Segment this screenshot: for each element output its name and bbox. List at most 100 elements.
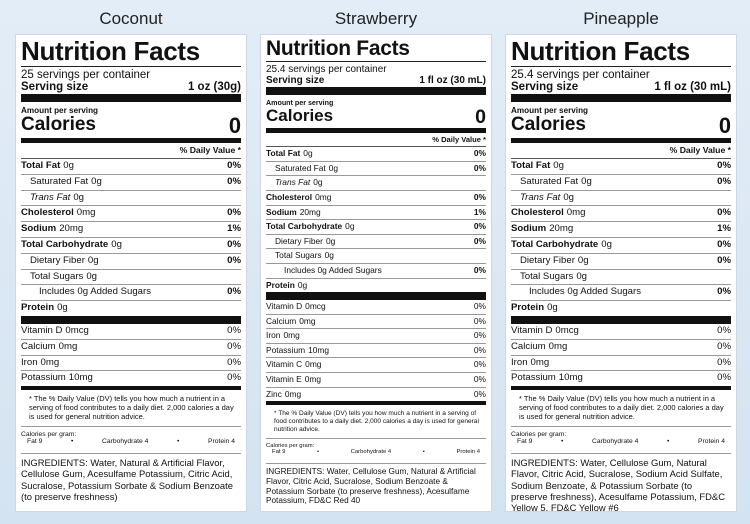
nutrient-name: Includes 0g Added Sugars [529,286,642,298]
vitamin-amount: 0mg [305,359,322,370]
nutrient-amount: 0g [63,160,74,172]
nutrient-name: Protein [266,279,295,290]
nutrient-dv: 1% [717,223,731,235]
flavor-name: Pineapple [583,9,659,28]
vitamin-name: Potassium [21,372,66,384]
vitamin-row: Iron 0mg 0% [21,356,241,372]
separator: • [317,448,320,455]
vitamin-name: Vitamin D [21,324,63,336]
per-gram-value: Fat 9 [517,438,533,446]
vitamin-row: Vitamin D 0mcg 0% [21,324,241,340]
separator: • [422,448,425,455]
vitamin-amount: 10mg [308,344,330,355]
vitamin-row: Potassium 10mg 0% [266,344,486,359]
calories: Calories 0 [21,113,241,144]
nutrient-dv: 0% [227,207,241,219]
vitamin-dv: 0% [227,372,241,384]
nutrient-dv: 1% [473,206,486,217]
vitamin-row: Vitamin E 0mg 0% [266,373,486,388]
spacer [154,285,227,300]
vitamin-name: Calcium [266,315,297,326]
calories-per-gram-label: Calories per gram: [266,442,315,449]
per-gram-value: Protein 4 [208,438,235,446]
nutrient-name: Total Sugars [30,270,84,282]
nutrient-name: Cholesterol [21,207,74,219]
nutrient-dv: 0% [227,286,241,298]
nutrient-row: Protein 0g [266,279,486,301]
per-gram-value: Fat 9 [272,448,286,455]
nutrient-row: Saturated Fat 0g 0% [21,175,241,191]
nutrient-name: Dietary Fiber [520,254,575,266]
vitamin-dv: 0% [717,324,731,336]
nutrient-amount: 0g [577,254,589,266]
nutrient-name: Trans Fat [520,191,561,203]
vitamin-name: Potassium [266,344,306,355]
vitamin-amount: 0mg [530,356,550,368]
per-gram-value: Fat 9 [27,438,43,446]
nutrient-amount: 0g [297,279,308,290]
nutrition-label: Nutrition Facts 25 servings per container… [15,34,247,512]
spacer [644,285,717,300]
nutrient-row: Total Carbohydrate 0g 0% [511,238,731,254]
vitamin-amount: 0mcg [65,324,89,336]
per-gram-value: Carbohydrate 4 [102,438,149,446]
nutrient-dv: 0% [717,239,731,250]
nutrient-amount: 0g [325,235,336,246]
vitamin-dv: 0% [717,356,731,368]
nutrient-amount: 0g [86,270,97,282]
nutrient-name: Total Fat [21,160,61,172]
vitamin-amount: 10mg [68,372,93,384]
calories-per-gram-label: Calories per gram: [511,431,567,439]
vitamin-amount: 0mg [284,388,302,399]
nutrient-amount: 0g [73,191,85,203]
nutrient-name: Includes 0g Added Sugars [284,264,382,275]
nutrient-amount: 20mg [299,206,321,217]
nutrient-amount: 0g [547,302,558,314]
nutrient-name: Dietary Fiber [30,254,85,266]
vitamin-amount: 0mcg [555,324,579,336]
vitamin-dv: 0% [473,359,486,370]
vitamin-dv: 0% [473,374,486,385]
footnote: * The % Daily Value (DV) tells you how m… [266,410,486,439]
per-gram-values: Fat 9 • Carbohydrate 4 • Protein 4 [21,438,241,445]
nutrient-name: Trans Fat [275,177,311,188]
daily-value-header: % Daily Value * [21,143,241,160]
nutrient-name: Protein [21,302,55,314]
nutrient-name: Total Carbohydrate [511,239,599,250]
separator: • [667,438,670,446]
vitamin-amount: 0mg [548,340,568,352]
nutrient-amount: 0g [111,239,122,250]
nutrient-row: Trans Fat 0g [511,191,731,207]
calories-value: 0 [228,113,241,139]
calories-value: 0 [475,106,486,129]
nutrient-name: Includes 0g Added Sugars [39,286,152,298]
nutrition-label: Nutrition Facts 25.4 servings per contain… [505,34,737,512]
nutrient-dv: 0% [227,160,241,172]
serving-size-label: Serving size [266,75,325,87]
nutrient-name: Trans Fat [30,191,71,203]
ingredients: INGREDIENTS: Water, Cellulose Gum, Natur… [511,453,731,511]
nutrient-amount: 0mg [566,207,586,219]
nutrient-dv: 0% [473,162,486,173]
nutrient-row: Sodium 20mg 1% [266,206,486,221]
vitamin-dv: 0% [473,315,486,326]
servings: 25.4 servings per container [266,64,387,76]
nutrient-row: Trans Fat 0g [266,176,486,191]
nutrient-row: Protein 0g [511,301,731,324]
nutrient-dv: 0% [717,286,731,298]
calories-label: Calories [511,114,586,136]
vitamin-name: Vitamin C [266,359,303,370]
amount-per-serving: Amount per serving [511,106,589,116]
nutrient-amount: 0g [328,162,339,173]
calories-label: Calories [21,114,96,136]
nutrient-row: Cholesterol 0mg 0% [266,191,486,206]
nutrient-amount: 0g [563,191,575,203]
nutrient-row: Total Sugars 0g [511,270,731,286]
nutrient-amount: 0g [576,270,587,282]
vitamin-dv: 0% [717,340,731,352]
nutrient-name: Dietary Fiber [275,235,323,246]
vitamin-dv: 0% [227,340,241,352]
spacer [385,264,474,278]
nutrient-row: Total Fat 0g 0% [21,159,241,175]
vitamin-amount: 0mg [40,356,60,368]
